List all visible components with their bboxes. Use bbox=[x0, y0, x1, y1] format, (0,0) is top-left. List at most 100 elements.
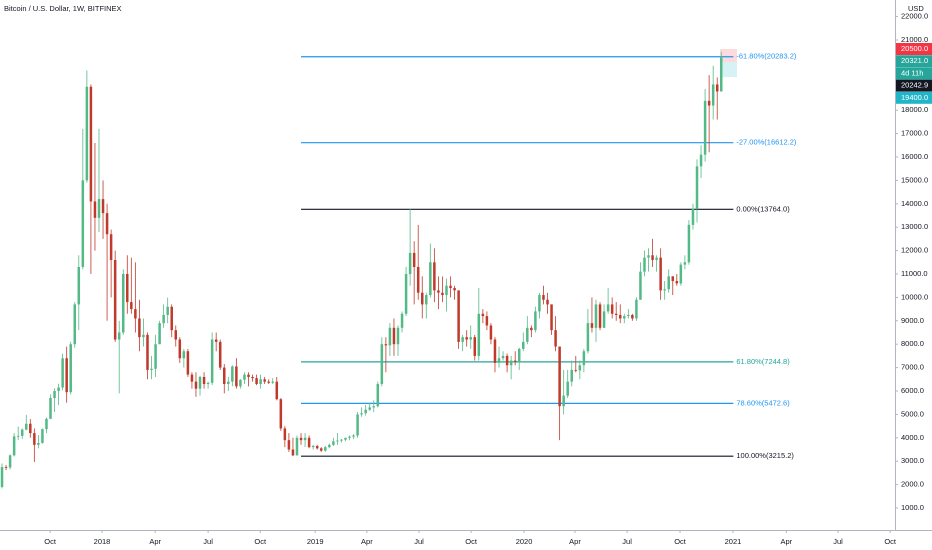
candle-body bbox=[711, 84, 715, 106]
y-tick-label: 13000.0 bbox=[901, 222, 928, 231]
position-risk-zone bbox=[720, 49, 737, 62]
candle-body bbox=[65, 358, 68, 393]
candle-body bbox=[279, 399, 283, 429]
candle-body bbox=[667, 276, 670, 290]
candle-body bbox=[368, 407, 371, 410]
candle-body bbox=[586, 323, 590, 352]
candle-body bbox=[267, 381, 270, 383]
candle-body bbox=[453, 288, 456, 291]
candle-body bbox=[396, 327, 400, 345]
candle-body bbox=[675, 281, 679, 284]
price-label-box bbox=[896, 67, 932, 80]
candle-body bbox=[101, 199, 105, 214]
candle-body bbox=[73, 304, 77, 345]
price-label-box bbox=[896, 79, 932, 92]
y-tick-label: 21000.0 bbox=[901, 35, 928, 44]
candle-body bbox=[138, 318, 141, 338]
candle-body bbox=[679, 264, 683, 284]
candle-body bbox=[720, 57, 723, 92]
candle-body bbox=[465, 337, 468, 340]
fib-label: 78.60%(5472.6) bbox=[736, 398, 790, 407]
x-tick-label: Jul bbox=[414, 537, 424, 546]
candle-body bbox=[105, 213, 109, 235]
price-label: 20500.0 bbox=[901, 44, 928, 53]
candle-body bbox=[25, 423, 28, 430]
candle-body bbox=[594, 304, 598, 328]
candle-body bbox=[517, 348, 521, 362]
candle-body bbox=[683, 262, 687, 265]
candle-body bbox=[154, 344, 157, 369]
candle-body bbox=[404, 273, 408, 314]
y-tick-label: 4000.0 bbox=[901, 433, 924, 442]
candle-body bbox=[315, 445, 319, 449]
candle-body bbox=[659, 257, 662, 291]
y-tick-label: 5000.0 bbox=[901, 409, 924, 418]
candle-body bbox=[275, 381, 279, 400]
candle-body bbox=[631, 314, 634, 319]
candle-body bbox=[109, 234, 113, 260]
candle-body bbox=[566, 381, 569, 396]
candle-body bbox=[590, 323, 594, 328]
candle-body bbox=[449, 285, 452, 289]
candle-body bbox=[166, 306, 169, 315]
candle-body bbox=[287, 440, 291, 450]
candle-body bbox=[671, 276, 675, 282]
candle-body bbox=[344, 437, 347, 440]
candle-body bbox=[695, 166, 699, 209]
candle-body bbox=[41, 429, 44, 443]
candle-body bbox=[202, 376, 206, 384]
candle-body bbox=[639, 271, 642, 300]
y-tick-label: 12000.0 bbox=[901, 246, 928, 255]
candle-body bbox=[691, 208, 695, 225]
candle-body bbox=[283, 428, 287, 441]
candle-body bbox=[441, 292, 444, 296]
candle-body bbox=[627, 314, 630, 317]
candle-body bbox=[530, 327, 533, 331]
x-tick-label: Apr bbox=[780, 537, 792, 546]
candle-body bbox=[174, 330, 178, 340]
candle-body bbox=[445, 285, 448, 296]
chart-title: Bitcoin / U.S. Dollar, 1W, BITFINEX bbox=[4, 4, 122, 13]
x-tick-label: Oct bbox=[674, 537, 687, 546]
candle-body bbox=[271, 381, 274, 383]
candle-body bbox=[239, 379, 242, 387]
candle-body bbox=[16, 435, 20, 437]
fib-label: 0.00%(13764.0) bbox=[736, 204, 790, 213]
candle-body bbox=[558, 346, 561, 407]
candle-body bbox=[429, 262, 432, 296]
candle-body bbox=[8, 455, 12, 468]
candle-body bbox=[703, 100, 707, 155]
x-tick-label: 2018 bbox=[94, 537, 111, 546]
candle-body bbox=[311, 445, 315, 448]
candle-body bbox=[53, 391, 56, 399]
x-tick-label: 2021 bbox=[725, 537, 742, 546]
candle-body bbox=[259, 379, 262, 384]
candle-body bbox=[433, 262, 436, 291]
y-tick-label: 9000.0 bbox=[901, 316, 924, 325]
candle-body bbox=[384, 344, 388, 346]
candle-body bbox=[324, 447, 327, 451]
candle-body bbox=[146, 334, 149, 370]
candle-body bbox=[198, 376, 202, 389]
candle-body bbox=[473, 337, 477, 356]
candle-body bbox=[461, 337, 464, 342]
candle-body bbox=[332, 441, 335, 445]
candle-body bbox=[89, 86, 93, 202]
candle-body bbox=[150, 368, 153, 370]
position-reward-zone bbox=[720, 62, 737, 77]
candle-body bbox=[12, 436, 16, 456]
candle-body bbox=[554, 330, 557, 347]
candle-body bbox=[121, 273, 125, 333]
candle-body bbox=[400, 313, 404, 328]
candle-body bbox=[635, 299, 638, 319]
y-tick-label: 14000.0 bbox=[901, 199, 928, 208]
candle-body bbox=[57, 387, 60, 392]
candle-body bbox=[505, 355, 509, 366]
candle-body bbox=[126, 273, 129, 303]
candle-body bbox=[158, 323, 161, 345]
x-tick-label: 2019 bbox=[307, 537, 324, 546]
x-tick-label: Apr bbox=[569, 537, 581, 546]
candle-body bbox=[707, 100, 711, 106]
candle-body bbox=[190, 374, 194, 382]
y-tick-label: 17000.0 bbox=[901, 129, 928, 138]
